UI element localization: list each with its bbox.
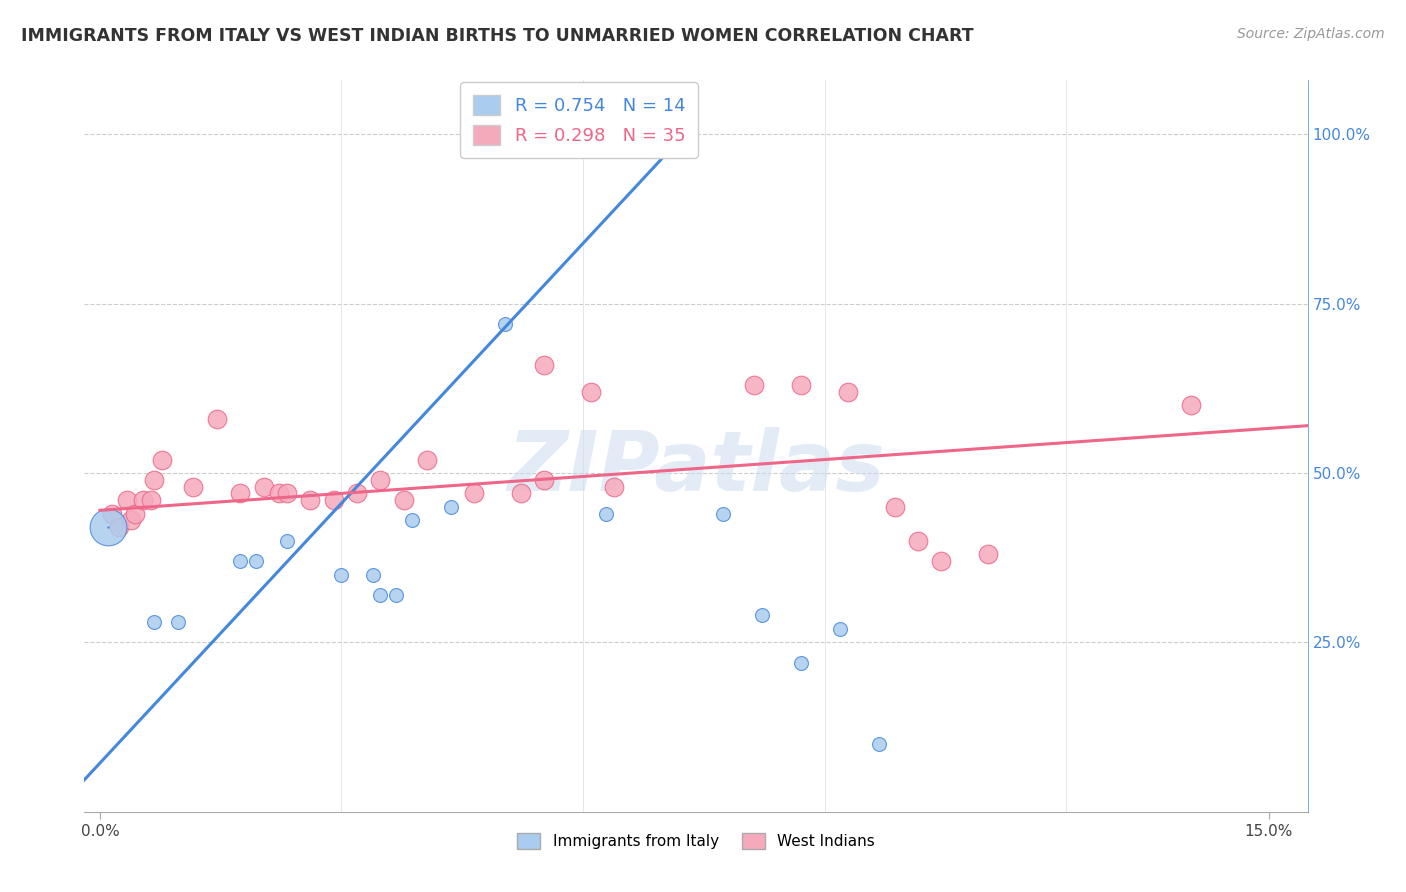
Point [276,533,298,548]
Text: IMMIGRANTS FROM ITALY VS WEST INDIAN BIRTHS TO UNMARRIED WOMEN CORRELATION CHART: IMMIGRANTS FROM ITALY VS WEST INDIAN BIR… [21,27,974,45]
Point [711,507,734,521]
Point [143,615,166,629]
Point [108,520,131,534]
Point [330,567,353,582]
Point [124,507,146,521]
Point [183,480,205,494]
Point [97,520,120,534]
Point [595,507,617,521]
Point [120,514,142,528]
Point [931,554,953,568]
Point [150,452,173,467]
Point [439,500,461,514]
Point [276,486,298,500]
Point [533,358,555,372]
Point [346,486,368,500]
Point [252,480,274,494]
Text: Source: ZipAtlas.com: Source: ZipAtlas.com [1237,27,1385,41]
Point [1180,398,1202,412]
Point [370,473,392,487]
Point [751,608,773,623]
Point [139,493,162,508]
Point [401,514,423,528]
Point [361,567,384,582]
Point [416,452,439,467]
Point [533,473,555,487]
Point [463,486,485,500]
Text: ZIPatlas: ZIPatlas [508,427,884,508]
Point [509,486,531,500]
Point [837,384,859,399]
Point [907,533,929,548]
Legend: Immigrants from Italy, West Indians: Immigrants from Italy, West Indians [512,827,880,855]
Point [322,493,344,508]
Point [229,486,252,500]
Point [100,507,122,521]
Point [245,554,267,568]
Point [229,554,252,568]
Point [830,622,852,636]
Point [603,480,626,494]
Point [977,547,1000,561]
Point [132,493,155,508]
Point [790,656,813,670]
Point [868,737,890,751]
Point [299,493,322,508]
Point [143,473,166,487]
Point [790,378,813,392]
Point [579,384,602,399]
Point [115,493,138,508]
Point [744,378,766,392]
Point [269,486,291,500]
Point [370,588,392,602]
Point [385,588,408,602]
Point [883,500,905,514]
Point [166,615,188,629]
Point [97,520,120,534]
Point [392,493,415,508]
Point [205,412,228,426]
Point [494,317,516,331]
